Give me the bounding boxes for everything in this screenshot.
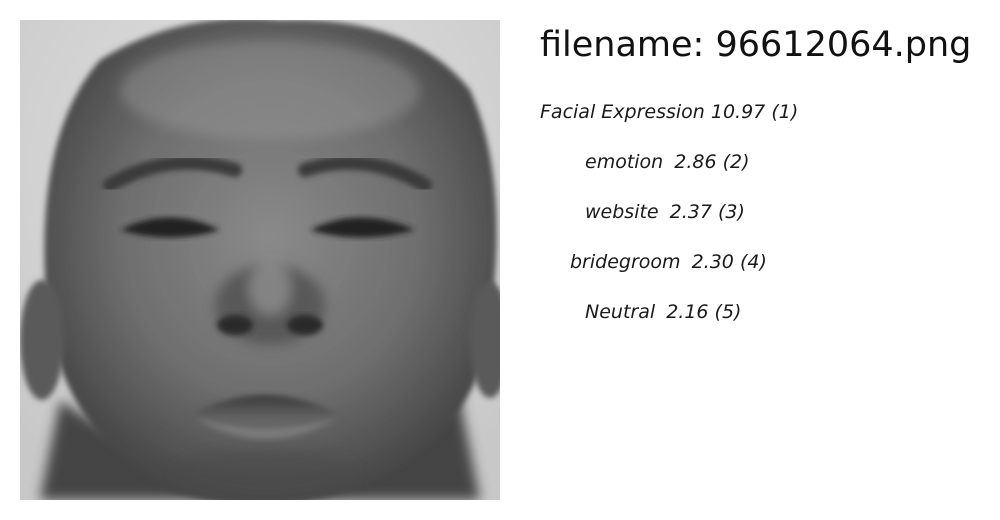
filename-heading: filename: 96612064.png bbox=[540, 22, 980, 68]
prediction-score: 2.86 bbox=[674, 151, 717, 173]
prediction-score: 10.97 bbox=[710, 101, 766, 123]
prediction-rank: (3) bbox=[718, 201, 745, 223]
prediction-item: Neutral 2.16 (5) bbox=[585, 300, 741, 324]
filename-value: 96612064.png bbox=[715, 25, 972, 65]
face-image bbox=[20, 20, 500, 500]
prediction-item: website 2.37 (3) bbox=[585, 200, 745, 224]
prediction-label: Neutral bbox=[585, 301, 656, 323]
prediction-score: 2.16 bbox=[666, 301, 709, 323]
filename-prefix: filename: bbox=[540, 25, 705, 65]
prediction-item: Facial Expression 10.97 (1) bbox=[540, 100, 798, 124]
prediction-rank: (4) bbox=[739, 251, 767, 273]
prediction-label: Facial Expression bbox=[540, 101, 705, 123]
prediction-label: emotion bbox=[585, 151, 664, 173]
prediction-label: website bbox=[585, 201, 659, 223]
prediction-label: bridegroom bbox=[570, 251, 681, 273]
prediction-item: emotion 2.86 (2) bbox=[585, 150, 750, 174]
prediction-score: 2.30 bbox=[691, 251, 734, 273]
prediction-score: 2.37 bbox=[669, 201, 712, 223]
prediction-item: bridegroom 2.30 (4) bbox=[570, 250, 767, 274]
face-photo bbox=[20, 20, 500, 500]
prediction-rank: (2) bbox=[722, 151, 750, 173]
prediction-rank: (5) bbox=[714, 301, 742, 323]
info-panel: filename: 96612064.png Facial Expression… bbox=[540, 22, 980, 323]
prediction-rank: (1) bbox=[771, 101, 799, 123]
